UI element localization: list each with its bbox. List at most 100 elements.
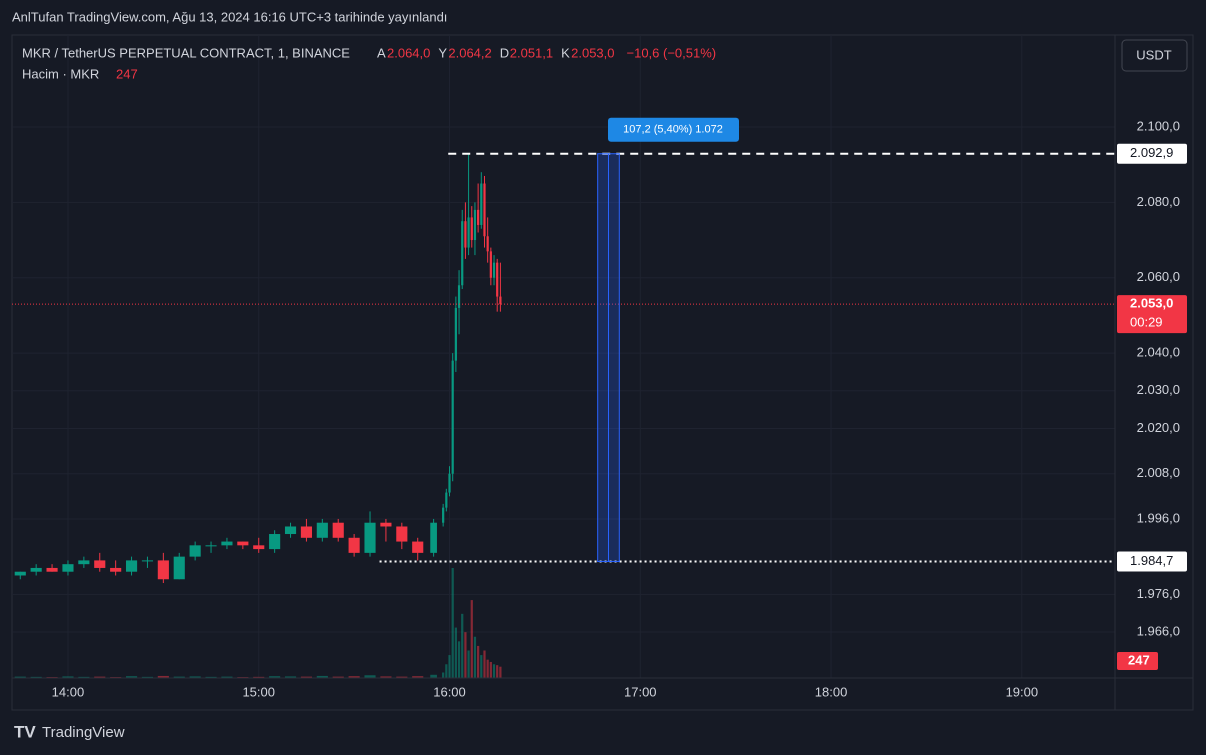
candle-body bbox=[445, 492, 448, 508]
candle-body bbox=[46, 567, 58, 572]
volume-bar bbox=[473, 636, 477, 678]
candle-body bbox=[157, 560, 169, 580]
volume-bar bbox=[173, 676, 185, 678]
volume-bar bbox=[157, 675, 169, 678]
candle-body bbox=[499, 296, 502, 305]
price-tag-box bbox=[1117, 551, 1187, 572]
chart-frame bbox=[11, 34, 1194, 711]
volume-bar bbox=[430, 674, 437, 678]
candle-body bbox=[483, 183, 486, 237]
volume-bar bbox=[284, 676, 297, 678]
legend-value: 2.053,0 bbox=[571, 45, 614, 60]
y-tick-label: 2.080,0 bbox=[1137, 194, 1180, 209]
legend-key: Y bbox=[438, 45, 447, 60]
measure-label: 107,2 (5,40%) 1.072 bbox=[623, 124, 723, 136]
y-tick-label: 1.966,0 bbox=[1137, 623, 1180, 638]
legend-change: −10,6 (−0,51%) bbox=[627, 45, 717, 60]
price-tag-label: 1.984,7 bbox=[1130, 553, 1173, 568]
volume-bar bbox=[412, 676, 424, 678]
volume-bar bbox=[457, 641, 461, 678]
x-tick-label: 18:00 bbox=[815, 684, 848, 699]
candle-body bbox=[125, 560, 138, 572]
volume-bar bbox=[221, 676, 233, 678]
candle-body bbox=[253, 545, 265, 550]
candle-body bbox=[467, 217, 470, 248]
volume-bar bbox=[451, 568, 454, 678]
volume-bar bbox=[496, 665, 499, 678]
candle-body bbox=[412, 541, 424, 553]
volume-bar bbox=[480, 655, 483, 678]
candle-body bbox=[316, 522, 328, 538]
x-tick-label: 17:00 bbox=[624, 684, 657, 699]
candle-body bbox=[205, 545, 217, 547]
volume-bar bbox=[30, 676, 42, 678]
volume-bar bbox=[316, 675, 328, 678]
measure-label-box bbox=[608, 117, 739, 142]
x-tick-label: 15:00 bbox=[242, 684, 275, 699]
candle-body bbox=[141, 560, 154, 562]
price-tag-box bbox=[1117, 143, 1187, 164]
x-tick-label: 16:00 bbox=[433, 684, 466, 699]
volume-bar bbox=[467, 650, 470, 678]
volume-bar bbox=[125, 676, 138, 678]
svg-text:TV: TV bbox=[14, 722, 36, 741]
x-tick-label: 14:00 bbox=[52, 684, 85, 699]
candle-body bbox=[486, 236, 489, 252]
candle-body bbox=[470, 217, 473, 241]
volume-bar bbox=[94, 676, 106, 678]
volume-bar bbox=[380, 676, 392, 678]
volume-bar bbox=[62, 676, 74, 678]
y-tick-label: 1.976,0 bbox=[1137, 586, 1180, 601]
volume-bar bbox=[189, 676, 201, 678]
y-tick-label: 1.996,0 bbox=[1137, 510, 1180, 525]
volume-bar bbox=[332, 676, 344, 678]
candle-body bbox=[461, 221, 464, 286]
legend-key: D bbox=[500, 45, 509, 60]
volume-bar bbox=[364, 675, 376, 678]
volume-bar bbox=[454, 627, 457, 678]
candle-body bbox=[14, 571, 26, 576]
header-title: AnlTufan TradingView.com, Ağu 13, 2024 1… bbox=[12, 9, 447, 24]
volume-bar bbox=[141, 676, 154, 678]
volume-bar bbox=[470, 600, 473, 678]
candle-body bbox=[380, 522, 392, 527]
candle-body bbox=[451, 360, 454, 474]
candle-body bbox=[492, 262, 496, 278]
volume-name: Hacim · MKR bbox=[22, 66, 99, 81]
currency-button[interactable] bbox=[1121, 39, 1188, 72]
candle-body bbox=[173, 556, 185, 580]
candle-body bbox=[448, 473, 451, 493]
candle-body bbox=[237, 541, 249, 546]
candle-body bbox=[110, 567, 122, 572]
candle-body bbox=[480, 183, 483, 225]
candle-body bbox=[300, 526, 312, 538]
volume-badge bbox=[1117, 652, 1158, 670]
last-price-countdown: 00:29 bbox=[1130, 315, 1163, 330]
currency-label[interactable]: USDT bbox=[1136, 47, 1171, 62]
volume-bar bbox=[78, 676, 90, 678]
volume-bar bbox=[492, 664, 496, 678]
candle-body bbox=[269, 534, 281, 550]
last-price-box bbox=[1117, 295, 1187, 334]
volume-bar bbox=[499, 666, 502, 678]
candle-body bbox=[464, 221, 467, 248]
y-tick-label: 2.030,0 bbox=[1137, 382, 1180, 397]
volume-bar bbox=[269, 676, 281, 678]
legend-key: K bbox=[561, 45, 570, 60]
volume-value: 247 bbox=[116, 66, 138, 81]
volume-bar bbox=[205, 676, 217, 678]
candle-body bbox=[489, 251, 492, 278]
candle-body bbox=[442, 507, 445, 523]
legend-value: 2.064,2 bbox=[448, 45, 491, 60]
volume-bar bbox=[464, 632, 467, 678]
volume-bar bbox=[461, 613, 464, 678]
volume-bar bbox=[489, 661, 492, 678]
candle-body bbox=[454, 307, 457, 361]
candle-body bbox=[189, 545, 201, 557]
legend-key: A bbox=[377, 45, 386, 60]
candle-body bbox=[284, 526, 297, 535]
volume-bar bbox=[14, 676, 26, 678]
candle-body bbox=[62, 564, 74, 572]
candle-body bbox=[457, 285, 461, 308]
